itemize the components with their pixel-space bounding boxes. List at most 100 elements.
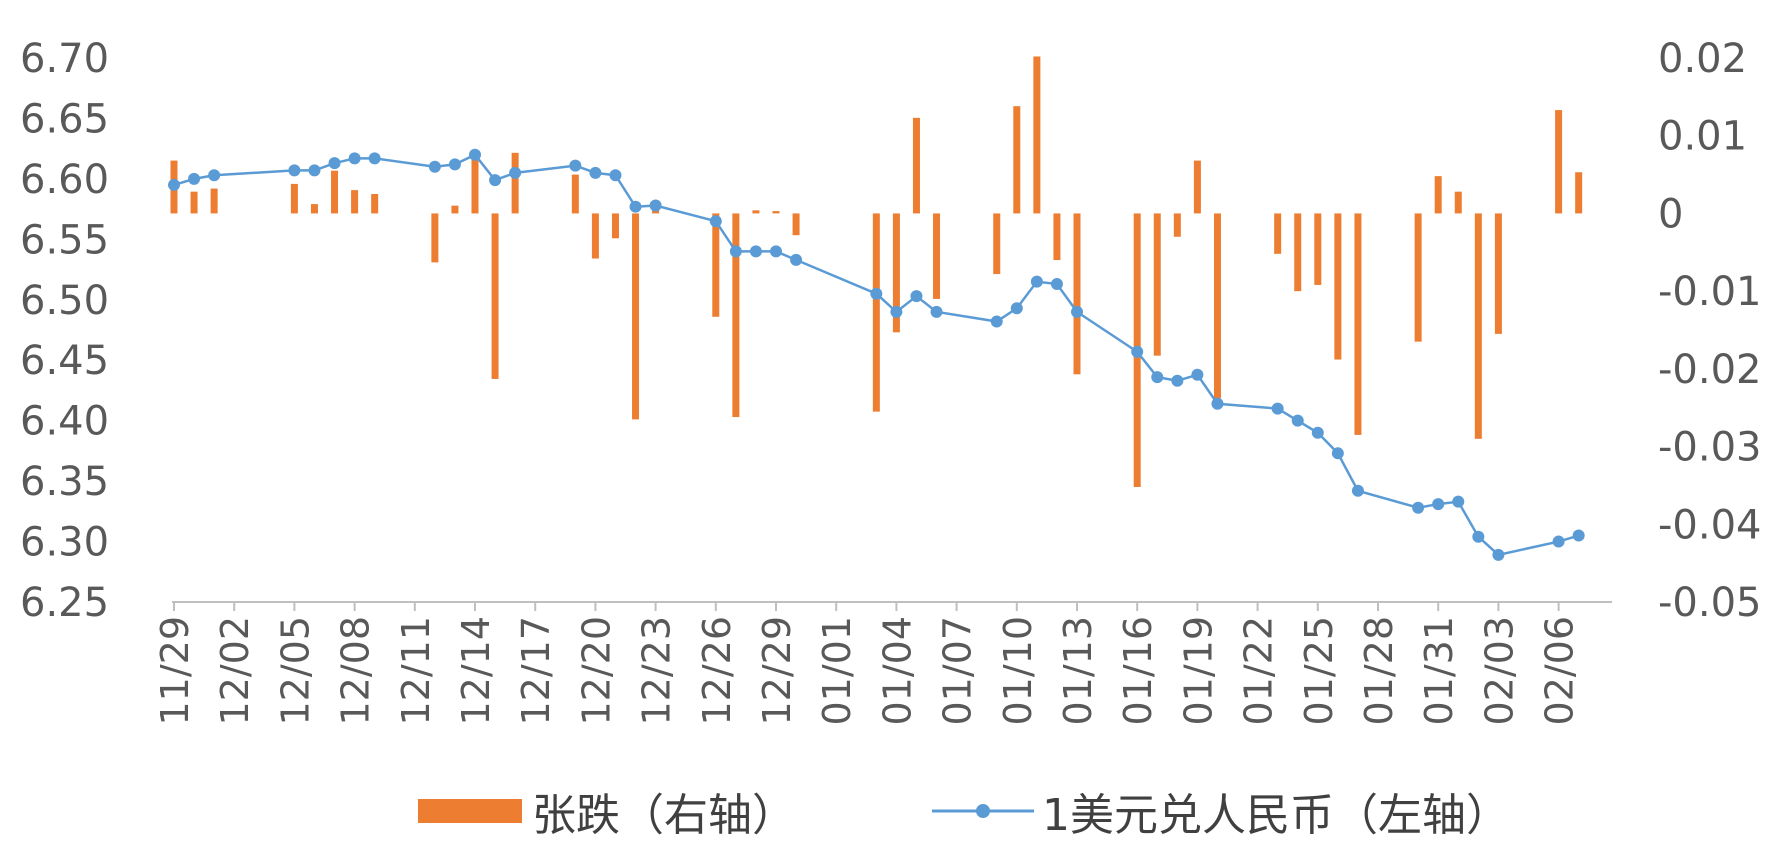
x-tick-label: 11/29 [153, 616, 197, 726]
x-tick-label: 12/02 [213, 616, 257, 726]
line-point-12-28 [749, 245, 762, 258]
bar-series [170, 56, 1583, 487]
x-tick-label: 01/01 [815, 616, 859, 726]
line-point-12-05 [288, 164, 301, 177]
line-point-01-13 [1071, 305, 1083, 318]
legend-item-bar: 张跌（右轴） [418, 776, 796, 846]
right-tick-label: -0.03 [1658, 425, 1762, 471]
line-point-01-23 [1271, 402, 1284, 415]
bar-01-13 [1073, 213, 1081, 375]
x-tick-label: 12/20 [574, 616, 618, 726]
legend: 张跌（右轴） 1美元兑人民币（左轴） [0, 776, 1779, 846]
bar-01-31 [1434, 176, 1442, 214]
bar-01-06 [933, 213, 941, 299]
x-tick-label: 01/31 [1417, 616, 1461, 726]
line-point-12-26 [709, 215, 722, 228]
x-tick-label: 01/16 [1116, 616, 1160, 726]
line-point-11-30 [188, 172, 201, 185]
line-point-01-31 [1432, 498, 1445, 511]
bar-01-11 [1033, 56, 1041, 214]
legend-line-swatch [932, 804, 1034, 818]
line-point-12-01 [208, 169, 221, 182]
left-tick-label: 6.55 [20, 217, 109, 263]
line-point-12-12 [428, 160, 441, 173]
left-y-axis: 6.25 6.30 6.35 6.40 6.45 6.50 6.55 6.60 6.65 6.70 [20, 36, 109, 626]
bar-12-05 [290, 183, 298, 214]
x-tick-label: 12/17 [514, 616, 558, 726]
bar-12-30 [792, 213, 800, 236]
line-point-01-03 [870, 287, 883, 300]
x-tick-label: 01/13 [1056, 616, 1100, 726]
right-tick-label: -0.05 [1658, 580, 1762, 626]
x-tick-label: 01/28 [1357, 616, 1401, 726]
line-point-02-06 [1552, 535, 1565, 548]
bar-12-13 [451, 205, 459, 214]
line-point-12-16 [509, 166, 522, 179]
right-tick-label: -0.04 [1658, 502, 1762, 548]
bar-02-01 [1454, 191, 1462, 214]
bar-01-20 [1213, 213, 1221, 399]
bar-12-22 [632, 213, 640, 420]
x-axis [172, 601, 1612, 611]
x-tick-label: 01/10 [996, 616, 1040, 726]
line-point-01-20 [1211, 397, 1224, 410]
bar-01-18 [1173, 213, 1181, 237]
line-point-01-30 [1412, 501, 1425, 514]
right-tick-label: 0.01 [1658, 114, 1747, 160]
line-point-12-22 [629, 200, 642, 213]
line-point-12-20 [589, 166, 602, 179]
line-point-01-05 [910, 290, 923, 303]
line-point-01-10 [1010, 302, 1023, 315]
line-point-02-02 [1472, 530, 1485, 543]
line-point-12-19 [569, 159, 582, 172]
left-tick-label: 6.40 [20, 399, 109, 445]
line-point-01-27 [1351, 484, 1364, 497]
right-tick-label: -0.01 [1658, 269, 1762, 315]
left-tick-label: 6.45 [20, 338, 109, 384]
line-point-12-15 [489, 174, 502, 187]
line-point-02-01 [1452, 495, 1465, 508]
left-tick-label: 6.30 [20, 520, 109, 566]
line-point-12-09 [368, 152, 381, 165]
line-point-02-07 [1572, 529, 1585, 542]
bar-01-27 [1354, 213, 1362, 435]
right-tick-label: -0.02 [1658, 347, 1762, 393]
x-tick-label: 01/07 [936, 616, 980, 726]
line-point-01-16 [1131, 345, 1144, 358]
bar-12-08 [351, 190, 359, 214]
x-tick-label: 12/26 [695, 616, 739, 726]
line-point-01-06 [930, 305, 943, 318]
x-tick-label: 02/03 [1477, 616, 1521, 726]
line-point-01-04 [890, 305, 903, 318]
chart-svg: 6.25 6.30 6.35 6.40 6.45 6.50 6.55 6.60 6.65 6.70… [20, 36, 1762, 726]
line-point-01-24 [1291, 414, 1304, 427]
line-point-11-29 [168, 178, 180, 191]
right-y-axis: -0.05 -0.04 -0.03 -0.02 -0.01 0 0.01 0.02 [1658, 36, 1762, 626]
line-point-12-23 [649, 199, 662, 212]
right-tick-label: 0 [1658, 191, 1683, 237]
bar-12-28 [752, 210, 760, 214]
bar-12-12 [431, 213, 439, 263]
bar-12-16 [511, 152, 519, 214]
bar-01-10 [1013, 106, 1021, 214]
x-tick-label: 01/22 [1237, 616, 1281, 726]
bar-12-26 [712, 213, 720, 317]
line-point-12-14 [469, 148, 481, 161]
left-tick-label: 6.50 [20, 278, 109, 324]
bar-12-21 [611, 213, 619, 239]
line-point-12-29 [770, 245, 782, 258]
bar-01-09 [993, 213, 1001, 275]
bar-12-09 [371, 194, 379, 214]
left-tick-label: 6.70 [20, 36, 109, 82]
legend-label-line: 1美元兑人民币（左轴） [1042, 790, 1510, 841]
line-point-02-03 [1492, 548, 1505, 561]
legend-line-marker [976, 804, 990, 818]
bar-02-02 [1474, 213, 1482, 439]
bar-01-05 [912, 117, 920, 214]
line-point-01-11 [1030, 275, 1043, 288]
x-tick-label: 12/14 [454, 616, 498, 726]
legend-bar-swatch [418, 799, 522, 823]
bar-02-06 [1555, 110, 1563, 214]
bar-11-30 [190, 191, 198, 214]
legend-label-bar: 张跌（右轴） [532, 790, 796, 841]
